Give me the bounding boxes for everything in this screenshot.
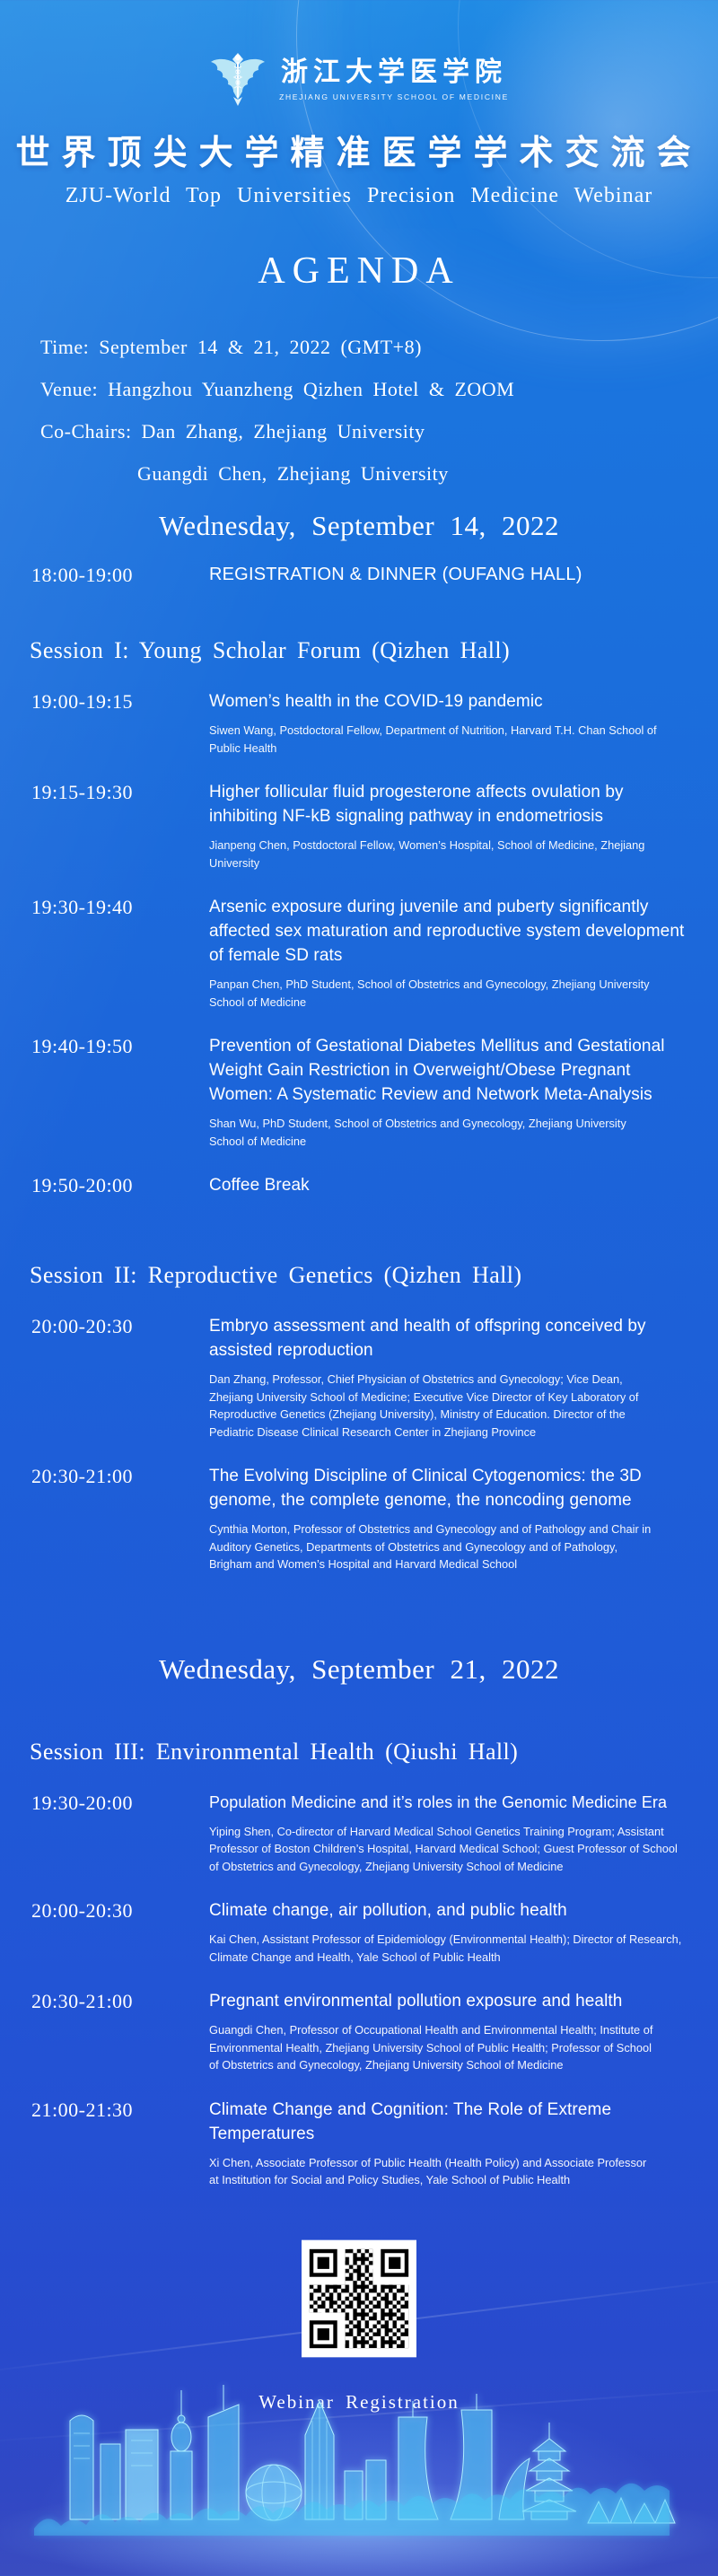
schedule-row: 18:00-19:00 REGISTRATION & DINNER (OUFAN… xyxy=(0,563,718,587)
info-line-venue: Venue: Hangzhou Yuanzheng Qizhen Hotel &… xyxy=(40,378,515,400)
speaker-credentials: Cynthia Morton, Professor of Obstetrics … xyxy=(209,1522,652,1571)
talk-title: The Evolving Discipline of Clinical Cyto… xyxy=(209,1467,642,1510)
schedule-row: 19:30-19:40 Arsenic exposure during juve… xyxy=(0,895,718,1011)
time-label: 19:40-19:50 xyxy=(31,1035,134,1057)
schedule-row: 19:30-20:00 Population Medicine and it’s… xyxy=(0,1791,718,1876)
info-line-cochairs: Co-Chairs: Dan Zhang, Zhejiang Universit… xyxy=(40,420,425,442)
talk-title: Climate Change and Cognition: The Role o… xyxy=(209,2099,612,2143)
zju-logo: 浙江大学医学院 ZHEJIANG UNIVERSITY SCHOOL OF ME… xyxy=(209,50,509,108)
speaker-credentials: Guangdi Chen, Professor of Occupational … xyxy=(209,2023,653,2072)
time-label: 19:50-20:00 xyxy=(31,1174,134,1196)
talk-title: Embryo assessment and health of offsprin… xyxy=(209,1317,646,1360)
event-info: Time: September 14 & 21, 2022 (GMT+8) Ve… xyxy=(40,326,718,495)
schedule-row: 19:00-19:15 Women’s health in the COVID-… xyxy=(0,689,718,757)
date-heading: Wednesday, September 21, 2022 xyxy=(159,1652,559,1685)
poster-footer: Webinar Registration xyxy=(0,2238,718,2414)
day-2-section: Wednesday, September 21, 2022 Session II… xyxy=(0,1651,718,2189)
schedule-row: 19:40-19:50 Prevention of Gestational Di… xyxy=(0,1034,718,1150)
day-1-section: Wednesday, September 14, 2022 18:00-19:0… xyxy=(0,507,718,1573)
webinar-registration-qr-code xyxy=(302,2239,416,2357)
schedule-row: 20:00-20:30 Embryo assessment and health… xyxy=(0,1314,718,1441)
talk-title: Coffee Break xyxy=(209,1176,310,1195)
main-title-en: ZJU-World Top Universities Precision Med… xyxy=(65,184,653,207)
schedule-row: 21:00-21:30 Climate Change and Cognition… xyxy=(0,2098,718,2189)
qr-label: Webinar Registration xyxy=(258,2390,460,2413)
time-label: 19:15-19:30 xyxy=(31,781,134,803)
talk-title: Population Medicine and it’s roles in th… xyxy=(209,1792,668,1811)
schedule-row: 20:30-21:00 Pregnant environmental pollu… xyxy=(0,1989,718,2074)
talk-title: Prevention of Gestational Diabetes Melli… xyxy=(209,1037,665,1104)
talk-title: Pregnant environmental pollution exposur… xyxy=(209,1992,623,2011)
info-line-cochairs-2: Guangdi Chen, Zhejiang University xyxy=(137,462,449,485)
logo-name-cn: 浙江大学医学院 xyxy=(281,57,507,87)
main-title-cn: 世界顶尖大学精准医学学术交流会 xyxy=(15,135,703,172)
talk-title: Arsenic exposure during juvenile and pub… xyxy=(209,898,685,965)
speaker-credentials: Siwen Wang, Postdoctoral Fellow, Departm… xyxy=(209,723,657,755)
time-label: 19:00-19:15 xyxy=(31,690,134,713)
zju-emblem-icon xyxy=(211,53,266,106)
info-line-time: Time: September 14 & 21, 2022 (GMT+8) xyxy=(40,336,422,358)
speaker-credentials: Shan Wu, PhD Student, School of Obstetri… xyxy=(209,1117,626,1148)
schedule-row: 20:00-20:30 Climate change, air pollutio… xyxy=(0,1898,718,1966)
talk-title: REGISTRATION & DINNER (OUFANG HALL) xyxy=(209,565,582,584)
time-label: 19:30-19:40 xyxy=(31,896,134,918)
speaker-credentials: Dan Zhang, Professor, Chief Physician of… xyxy=(209,1372,639,1439)
session-1-heading: Session I: Young Scholar Forum (Qizhen H… xyxy=(30,637,511,663)
speaker-credentials: Xi Chen, Associate Professor of Public H… xyxy=(209,2155,647,2187)
time-label: 20:00-20:30 xyxy=(31,1899,134,1922)
time-label: 20:30-21:00 xyxy=(31,1990,134,2012)
speaker-credentials: Yiping Shen, Co-director of Harvard Medi… xyxy=(209,1824,678,1873)
poster-header: 浙江大学医学院 ZHEJIANG UNIVERSITY SCHOOL OF ME… xyxy=(0,0,718,495)
agenda-heading: AGENDA xyxy=(258,250,460,292)
schedule-row: 19:15-19:30 Higher follicular fluid prog… xyxy=(0,780,718,872)
talk-title: Women’s health in the COVID-19 pandemic xyxy=(209,692,543,711)
schedule-row-coffee-break: 19:50-20:00 Coffee Break xyxy=(0,1173,718,1197)
talk-title: Climate change, air pollution, and publi… xyxy=(209,1901,567,1920)
speaker-credentials: Panpan Chen, PhD Student, School of Obst… xyxy=(209,977,650,1009)
time-label: 20:00-20:30 xyxy=(31,1315,134,1337)
time-label: 21:00-21:30 xyxy=(31,2098,134,2121)
session-2-heading: Session II: Reproductive Genetics (Qizhe… xyxy=(30,1262,522,1288)
schedule-row: 20:30-21:00 The Evolving Discipline of C… xyxy=(0,1464,718,1573)
time-label: 19:30-20:00 xyxy=(31,1791,134,1814)
speaker-credentials: Kai Chen, Assistant Professor of Epidemi… xyxy=(209,1932,682,1964)
time-label: 20:30-21:00 xyxy=(31,1465,134,1487)
logo-name-en: ZHEJIANG UNIVERSITY SCHOOL OF MEDICINE xyxy=(279,92,509,101)
time-label: 18:00-19:00 xyxy=(31,564,134,586)
talk-title: Higher follicular fluid progesterone aff… xyxy=(209,783,624,826)
session-3-heading: Session III: Environmental Health (Qiush… xyxy=(30,1738,519,1765)
date-heading: Wednesday, September 14, 2022 xyxy=(159,510,559,541)
speaker-credentials: Jianpeng Chen, Postdoctoral Fellow, Wome… xyxy=(209,838,645,870)
